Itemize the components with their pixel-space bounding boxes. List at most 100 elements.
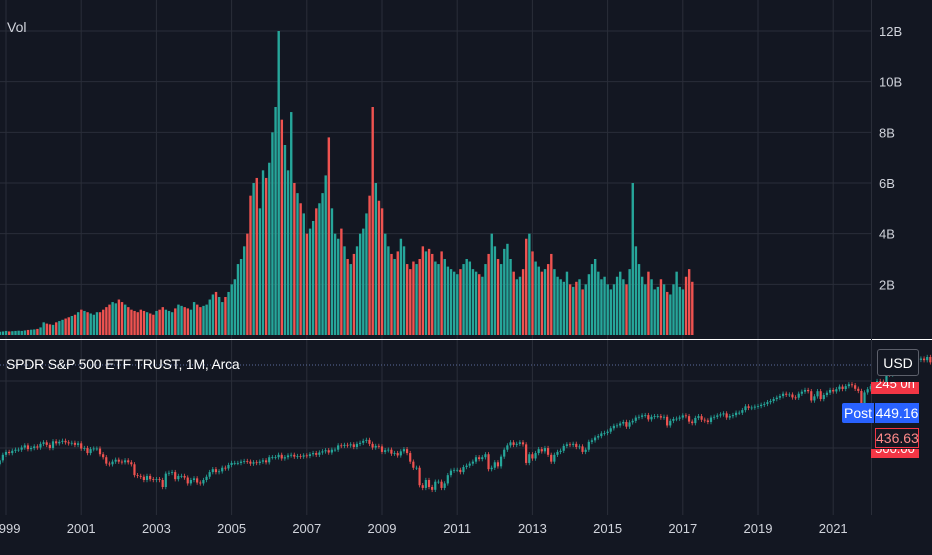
candle-body [243, 460, 246, 462]
candle-body [396, 453, 399, 456]
candle-body [274, 457, 277, 459]
candle-body [487, 454, 490, 470]
volume-bars [0, 31, 694, 336]
candle-body [180, 475, 183, 477]
candle-body [29, 448, 33, 450]
volume-bar [92, 314, 96, 335]
volume-bar [462, 264, 465, 335]
volume-bar [70, 316, 74, 335]
candle-body [474, 457, 478, 462]
candle-body [83, 448, 86, 449]
candle-body [656, 416, 659, 417]
volume-bar [324, 175, 327, 335]
candle-body [117, 459, 120, 462]
volume-bar [167, 310, 171, 335]
candle-body [816, 391, 819, 397]
candle-body [130, 462, 133, 465]
volume-bar [349, 264, 352, 335]
candle-body [490, 467, 493, 470]
post-market-price-label: 449.16 [875, 403, 919, 423]
candle-body [525, 444, 528, 463]
volume-bar [199, 307, 202, 335]
candle-body [20, 447, 23, 450]
candle-body [697, 416, 700, 418]
volume-tick-label: 10B [879, 75, 902, 90]
candle-body [327, 450, 330, 453]
candle-body [374, 445, 377, 448]
candle-body [854, 385, 857, 389]
candle-body [4, 451, 8, 455]
candle-body [603, 432, 606, 434]
candle-body [233, 462, 236, 464]
currency-button[interactable]: USD [877, 349, 919, 376]
volume-bar [29, 329, 33, 335]
volume-bar [108, 304, 111, 335]
volume-bar [678, 286, 681, 335]
volume-bar [343, 246, 346, 335]
candle-body [653, 416, 656, 417]
volume-bar [666, 291, 669, 335]
volume-bar [584, 284, 587, 335]
volume-bar [183, 307, 186, 335]
volume-tick-label: 2B [879, 277, 895, 292]
candle-body [120, 461, 124, 463]
volume-bar [130, 309, 133, 335]
candle-body [23, 445, 26, 448]
candle-body [575, 443, 578, 447]
volume-tick-label: 8B [879, 125, 895, 140]
candle-body [152, 479, 155, 481]
volume-bar [562, 281, 566, 335]
volume-bar [631, 183, 634, 335]
volume-bar [239, 259, 243, 335]
volume-bar [55, 322, 58, 335]
volume-pane-title: Vol [7, 19, 27, 35]
volume-bar [543, 269, 547, 335]
candle-body [700, 416, 703, 420]
volume-bar [490, 233, 493, 335]
candle-body [672, 418, 675, 421]
volume-bar [102, 309, 105, 335]
candle-body [202, 480, 205, 484]
candle-body [578, 446, 581, 448]
candle-body [174, 472, 177, 480]
volume-bar [177, 304, 180, 335]
candle-body [647, 415, 650, 420]
volume-bar [264, 177, 268, 335]
candle-body [838, 386, 841, 390]
candle-body [387, 449, 390, 451]
candle-body [828, 389, 832, 393]
candle-body [452, 469, 456, 471]
candle-body [572, 443, 575, 445]
candle-body [208, 472, 211, 477]
time-tick-label: 2021 [819, 521, 848, 536]
volume-bar [427, 248, 431, 335]
candle-body [484, 454, 487, 458]
volume-bar [691, 281, 694, 335]
candle-body [869, 386, 872, 390]
candle-body [929, 357, 932, 363]
candle-body [456, 469, 459, 471]
volume-bar [593, 259, 597, 335]
candle-body [123, 460, 127, 463]
candle-body [365, 439, 368, 441]
candle-body [149, 475, 152, 480]
volume-bar [73, 314, 77, 335]
candle-body [105, 457, 108, 464]
volume-bar [640, 276, 644, 335]
volume-bar [659, 279, 663, 335]
candle-body [170, 472, 174, 473]
candle-body [271, 457, 274, 459]
volume-bar [293, 183, 296, 335]
volume-bar [14, 330, 17, 335]
volume-bar [537, 266, 540, 335]
volume-bar [64, 318, 67, 335]
volume-bar [437, 264, 440, 335]
candle-body [258, 461, 261, 463]
symbol-title[interactable]: SPDR S&P 500 ETF TRUST, 1M, Arca [6, 356, 240, 372]
prev-close-badge-wrap: 500.00 [871, 449, 919, 458]
candle-body [763, 403, 766, 405]
volume-bar [39, 327, 42, 335]
candle-body [11, 450, 14, 454]
